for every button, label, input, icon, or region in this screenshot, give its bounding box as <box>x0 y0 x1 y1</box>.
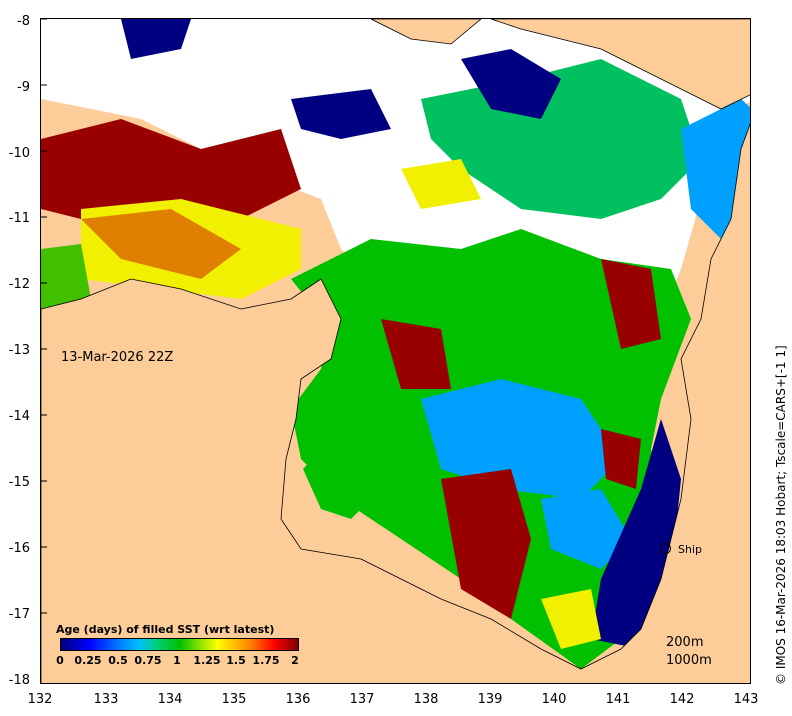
x-tick-label: 141 <box>605 692 631 707</box>
blue-patch-1 <box>421 379 621 499</box>
x-tick-label: 138 <box>413 692 439 707</box>
x-tick-label: 143 <box>733 692 759 707</box>
navy-north-2 <box>121 19 191 59</box>
red-patch-gulf <box>441 469 531 619</box>
colorbar-tick: 1 <box>173 654 181 667</box>
x-tick-label: 136 <box>285 692 311 707</box>
y-tick-label: -11 <box>8 211 30 226</box>
y-tick-label: -13 <box>8 343 30 358</box>
colorbar-tick: 2 <box>291 654 299 667</box>
map-area <box>40 18 751 684</box>
gulf-coast-fill <box>303 439 371 519</box>
y-tick-label: -15 <box>8 475 30 490</box>
colorbar-tick: 0 <box>56 654 64 667</box>
colorbar-tick: 1.75 <box>252 654 280 667</box>
colorbar <box>60 638 299 651</box>
colorbar-tick: 0.5 <box>108 654 128 667</box>
sst-age-map <box>41 19 750 683</box>
colorbar-tick: 1.5 <box>226 654 246 667</box>
y-tick-label: -17 <box>8 607 30 622</box>
ship-label: Ship <box>678 543 702 556</box>
red-patch-mid <box>381 319 451 389</box>
green-west-strip <box>41 244 91 309</box>
x-tick-label: 142 <box>669 692 695 707</box>
colorbar-tick: 0.75 <box>134 654 162 667</box>
credit-text: © IMOS 16-Mar-2026 18:03 Hobart; Tscale=… <box>774 345 788 685</box>
y-tick-label: -18 <box>8 673 30 688</box>
orange-band-west <box>81 209 241 279</box>
date-label: 13-Mar-2026 22Z <box>61 350 174 365</box>
yellow-patch-south <box>541 589 601 649</box>
colorbar-title: Age (days) of filled SST (wrt latest) <box>56 623 275 636</box>
x-tick-label: 134 <box>157 692 183 707</box>
y-tick-label: -10 <box>8 146 30 161</box>
red-patch-east <box>601 259 661 349</box>
x-tick-label: 133 <box>93 692 119 707</box>
x-tick-label: 137 <box>349 692 375 707</box>
y-tick-label: -16 <box>8 541 30 556</box>
yellow-patch-north <box>401 159 481 209</box>
ship-marker-icon <box>660 543 671 554</box>
y-tick-label: -14 <box>8 409 30 424</box>
navy-north-3 <box>291 89 391 139</box>
y-tick-label: -9 <box>17 80 30 95</box>
x-tick-label: 139 <box>477 692 503 707</box>
arnhem-land <box>41 123 750 683</box>
depth-contour-label: 200m <box>666 635 704 650</box>
y-tick-label: -8 <box>17 14 30 29</box>
red-band-west <box>41 119 301 219</box>
blue-patch-3 <box>541 489 631 569</box>
colorbar-tick: 1.25 <box>193 654 221 667</box>
y-tick-label: -12 <box>8 277 30 292</box>
navy-north-1 <box>461 49 561 119</box>
new-guinea-land <box>490 19 750 110</box>
x-tick-label: 140 <box>541 692 567 707</box>
x-tick-label: 135 <box>221 692 247 707</box>
axis-ticks <box>41 19 47 614</box>
colorbar-tick: 0.25 <box>74 654 102 667</box>
x-tick-label: 132 <box>27 692 53 707</box>
northern-land <box>370 19 482 45</box>
depth-contour-label: 1000m <box>666 653 712 668</box>
red-patch-se <box>601 429 641 489</box>
